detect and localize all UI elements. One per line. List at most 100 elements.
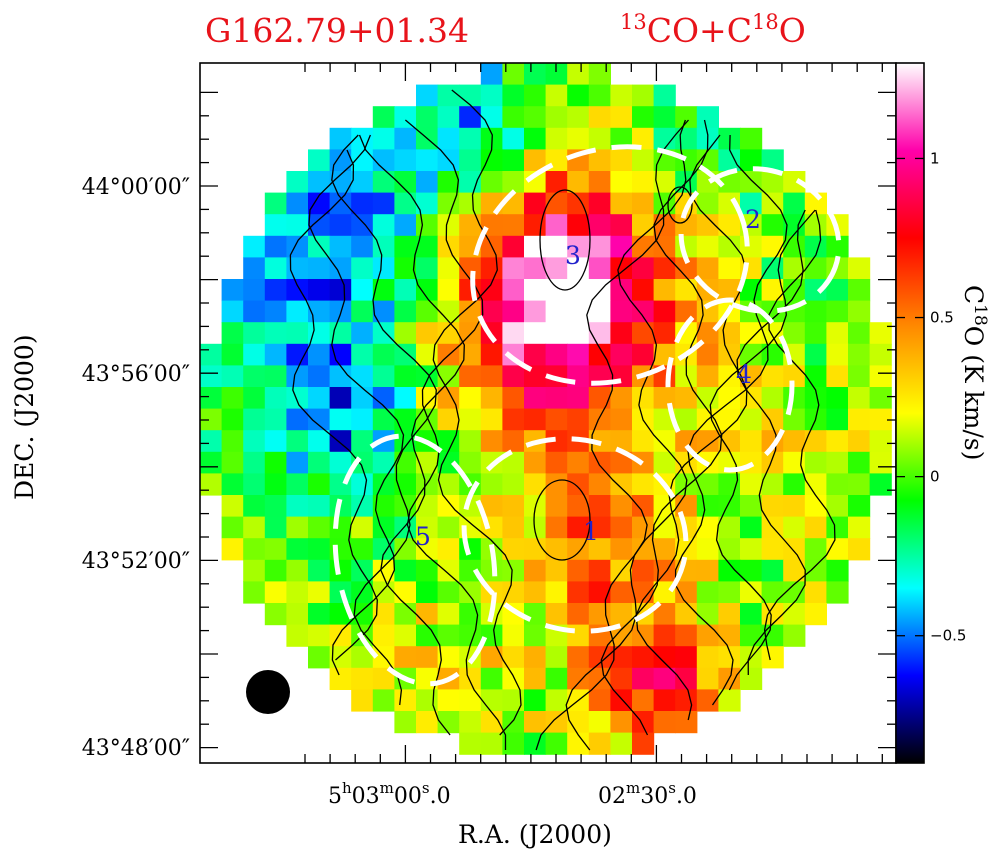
heatmap-cell-157 [329,235,352,258]
heatmap-cell-43 [524,127,547,150]
heatmap-cell-584 [848,516,871,539]
heatmap-cell-140 [567,214,590,237]
heatmap-cell-28 [588,106,611,129]
heatmap-cell-341 [372,365,395,388]
heatmap-cell-113 [545,192,568,215]
colorbar-tick-label-3: 1 [930,149,940,167]
heatmap-cell-336 [264,365,287,388]
heatmap-cell-683 [524,603,547,626]
heatmap-cell-468 [351,451,374,474]
heatmap-cell-574 [632,516,655,539]
heatmap-cell-20 [416,106,439,129]
contour-line-3 [358,134,465,736]
heatmap-cell-666 [740,581,763,604]
heatmap-cell-37 [394,127,417,150]
heatmap-cell-151 [804,214,827,237]
heatmap-cell-554 [848,495,871,518]
heatmap-cell-479 [588,451,611,474]
heatmap-cell-227 [588,279,611,302]
heatmap-cell-612 [804,538,827,561]
heatmap-cell-220 [437,279,460,302]
heatmap-cell-742 [761,646,784,669]
heatmap-cell-23 [480,106,503,129]
heatmap-cell-205 [761,257,784,280]
heatmap-cell-231 [675,279,698,302]
heatmap-cell-730 [502,646,525,669]
heatmap-cell-476 [524,451,547,474]
heatmap-cell-714 [653,624,676,647]
heatmap-cell-6 [416,84,439,107]
heatmap-cell-663 [675,581,698,604]
heatmap-cell-608 [718,538,741,561]
heatmap-cell-171 [632,235,655,258]
heatmap-cell-376 [437,387,460,410]
heatmap-cell-500 [351,473,374,496]
heatmap-cell-727 [437,646,460,669]
heatmap-cell-401 [286,408,309,431]
heatmap-cell-589 [308,538,331,561]
heatmap-cell-290 [653,322,676,345]
heatmap-cell-360 [783,365,806,388]
heatmap-cell-523 [848,473,871,496]
heatmap-cell-625 [459,559,482,582]
heatmap-cell-661 [632,581,655,604]
heatmap-cell-415 [588,408,611,431]
heatmap-cell-238 [826,279,849,302]
heatmap-cell-269 [848,300,871,323]
heatmap-cell-190 [437,257,460,280]
heatmap-cell-710 [567,624,590,647]
heatmap-cell-786 [502,711,525,734]
heatmap-cell-126 [264,214,287,237]
heatmap-cell-218 [394,279,417,302]
heatmap-cell-579 [740,516,763,539]
heatmap-cell-299 [848,322,871,345]
heatmap-cell-184 [308,257,331,280]
beam-marker [246,670,290,714]
heatmap-cell-63 [502,149,525,172]
contour-line-8 [600,119,723,736]
heatmap-cell-621 [372,559,395,582]
heatmap-cell-340 [351,365,374,388]
heatmap-cell-22 [459,106,482,129]
heatmap-cell-397 [200,408,223,431]
heatmap-cell-223 [502,279,525,302]
heatmap-cell-393 [804,387,827,410]
heatmap-cell-638 [740,559,763,582]
heatmap-cell-475 [502,451,525,474]
heatmap-cell-622 [394,559,417,582]
heatmap-cell-338 [308,365,331,388]
heatmap-cell-768 [459,689,482,712]
heatmap-cell-35 [351,127,374,150]
heatmap-cell-801 [588,732,611,755]
heatmap-cell-252 [480,300,503,323]
heatmap-cell-697 [286,624,309,647]
heatmap-cell-374 [394,387,417,410]
heatmap-cell-627 [502,559,525,582]
heatmap-cell-436 [351,430,374,453]
heatmap-cell-493 [200,473,223,496]
heatmap-cell-715 [675,624,698,647]
heatmap-cell-230 [653,279,676,302]
heatmap-cell-214 [308,279,331,302]
heatmap-cell-478 [567,451,590,474]
heatmap-cell-427 [848,408,871,431]
heatmap-cell-183 [286,257,309,280]
heatmap-cell-268 [826,300,849,323]
heatmap-cell-725 [394,646,417,669]
heatmap-cell-306 [308,343,331,366]
heatmap-cell-147 [718,214,741,237]
heatmap-cell-143 [632,214,655,237]
heatmap-cell-395 [848,387,871,410]
heatmap-cell-591 [351,538,374,561]
heatmap-cell-54 [308,149,331,172]
heatmap-cell-186 [351,257,374,280]
heatmap-cell-294 [740,322,763,345]
heatmap-cell-599 [524,538,547,561]
heatmap-cell-34 [329,127,352,150]
heatmap-cell-153 [243,235,266,258]
heatmap-cell-524 [869,473,892,496]
heatmap-cell-732 [545,646,568,669]
heatmap-cell-85 [480,171,503,194]
heatmap-cell-237 [804,279,827,302]
heatmap-cell-30 [632,106,655,129]
